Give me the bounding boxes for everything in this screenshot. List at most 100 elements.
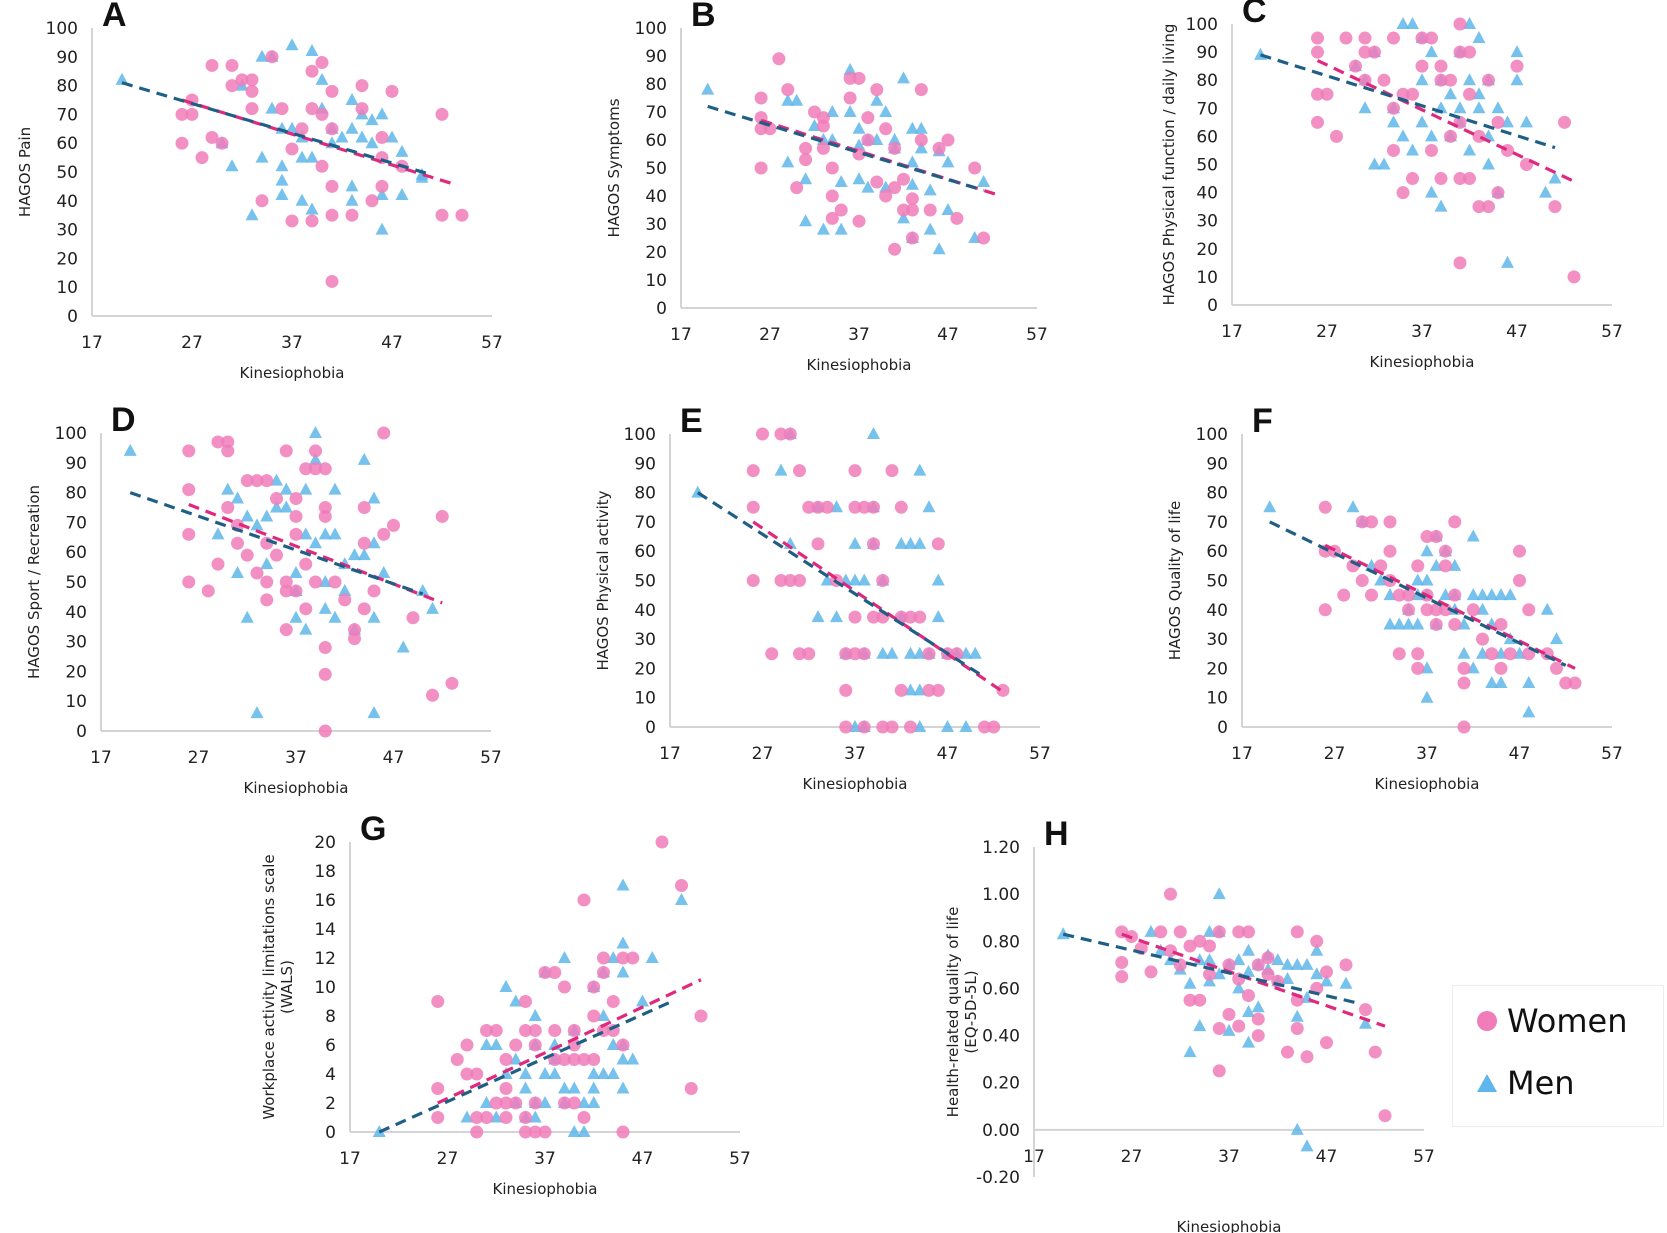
men-data-point <box>914 121 928 134</box>
legend-item-men: Men <box>1475 1064 1575 1102</box>
women-data-point <box>1568 676 1582 690</box>
y-tick-label: 30 <box>65 633 87 653</box>
men-data-point <box>489 1110 503 1123</box>
men-trend-line <box>707 104 985 192</box>
y-tick-label: 30 <box>1196 212 1218 232</box>
women-data-point <box>270 548 283 562</box>
men-data-point <box>1056 927 1070 940</box>
women-data-point <box>1434 73 1448 87</box>
women-data-point <box>355 102 369 116</box>
y-tick-label: 50 <box>1196 156 1218 176</box>
x-axis-label: Kinesiophobia <box>803 775 908 793</box>
x-tick-label: 37 <box>1411 322 1433 342</box>
men-data-point <box>395 188 409 201</box>
women-data-point <box>509 1096 523 1110</box>
men-data-point <box>509 1052 523 1065</box>
men-trend-line <box>1260 53 1556 150</box>
x-tick-label: 17 <box>659 744 681 764</box>
women-data-point <box>843 71 857 85</box>
men-data-point <box>1242 943 1255 956</box>
men-data-point <box>931 610 945 623</box>
women-data-point <box>325 274 339 288</box>
x-tick-label: 47 <box>1506 322 1528 342</box>
women-data-point <box>811 537 825 551</box>
women-data-point <box>1491 186 1505 200</box>
women-data-point <box>567 1024 581 1037</box>
men-data-point <box>675 893 688 905</box>
women-data-point <box>616 951 630 965</box>
men-data-point <box>914 141 928 154</box>
men-data-point <box>843 63 857 75</box>
x-axis-label: Kinesiophobia <box>244 779 349 797</box>
women-data-point <box>879 122 893 136</box>
women-data-point <box>1318 603 1332 617</box>
women-data-point <box>754 91 768 105</box>
men-data-point <box>1242 964 1255 977</box>
men-data-point <box>211 527 225 540</box>
women-data-point <box>426 688 439 702</box>
men-data-point <box>1242 1035 1255 1048</box>
y-tick-label: 70 <box>1206 513 1228 533</box>
men-data-point <box>338 583 352 596</box>
men-data-point <box>1232 981 1246 994</box>
women-data-point <box>1387 101 1400 115</box>
women-data-point <box>839 683 853 697</box>
women-data-point <box>1402 603 1415 617</box>
men-data-point <box>345 193 359 206</box>
men-data-point <box>1463 73 1476 86</box>
women-data-point <box>876 720 890 734</box>
series-women <box>1311 17 1581 284</box>
women-data-point <box>802 647 816 661</box>
women-data-point <box>309 575 322 589</box>
women-data-point <box>1193 934 1207 948</box>
women-data-point <box>1439 544 1452 558</box>
women-data-point <box>1482 73 1495 87</box>
x-tick-label: 27 <box>1316 322 1338 342</box>
women-data-point <box>746 464 760 478</box>
series-women <box>1115 887 1392 1123</box>
x-tick-label: 27 <box>759 325 781 345</box>
women-data-point <box>923 203 937 217</box>
women-data-point <box>825 189 839 203</box>
men-data-point <box>1415 73 1429 86</box>
men-data-point <box>1222 1023 1236 1036</box>
women-data-point <box>240 474 254 488</box>
x-tick-label: 17 <box>81 333 103 353</box>
men-data-point <box>548 1067 562 1079</box>
men-data-point <box>867 427 880 439</box>
women-data-point <box>1406 87 1419 101</box>
men-data-point <box>923 183 937 196</box>
women-data-point <box>480 1111 493 1124</box>
x-tick-label: 57 <box>481 333 503 353</box>
women-data-point <box>867 537 880 551</box>
x-tick-label: 57 <box>1029 744 1051 764</box>
x-axis-label: Kinesiophobia <box>493 1180 598 1198</box>
women-data-point <box>431 995 445 1008</box>
men-data-point <box>645 951 659 963</box>
series-women <box>754 52 991 256</box>
women-data-point <box>1183 993 1197 1007</box>
x-tick-label: 17 <box>90 748 112 768</box>
women-data-point <box>774 427 788 441</box>
men-data-point <box>905 177 919 190</box>
women-data-point <box>285 214 299 228</box>
women-data-point <box>1448 617 1462 631</box>
y-tick-label: 8 <box>325 1007 336 1027</box>
women-data-point <box>655 835 669 849</box>
women-data-point <box>519 1111 532 1124</box>
panel-D: 0 10 20 30 40 50 60 70 80 90 100 17 27 37 47 57 Kinesiop… <box>0 390 502 797</box>
women-data-point <box>894 500 908 514</box>
men-data-point <box>894 536 908 549</box>
men-data-point <box>1520 115 1533 128</box>
women-data-point <box>1337 588 1351 602</box>
women-data-point <box>1242 989 1255 1002</box>
men-data-point <box>897 211 910 224</box>
women-data-point <box>1425 31 1438 45</box>
y-tick-label: 20 <box>65 662 87 682</box>
women-data-point <box>1420 530 1434 544</box>
women-data-point <box>558 1053 571 1066</box>
women-data-point <box>1222 1007 1236 1021</box>
men-data-point <box>558 951 571 963</box>
women-data-point <box>1359 1003 1372 1017</box>
y-tick-label: 80 <box>1196 71 1218 91</box>
